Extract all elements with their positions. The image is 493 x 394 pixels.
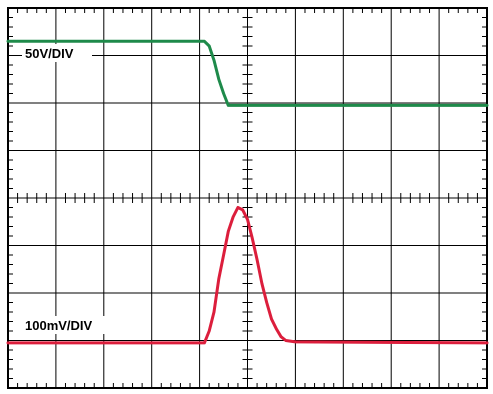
traces xyxy=(6,39,489,345)
trace-bottom xyxy=(6,206,489,345)
trace-top xyxy=(6,39,489,107)
trace-labels: 50V/DIV 100mV/DIV xyxy=(22,44,116,334)
label-background-top xyxy=(22,44,92,62)
label-background-bottom xyxy=(22,316,116,334)
series-label-top: 50V/DIV xyxy=(25,46,74,61)
series-label-bottom: 100mV/DIV xyxy=(25,318,93,333)
graticule xyxy=(7,7,488,389)
